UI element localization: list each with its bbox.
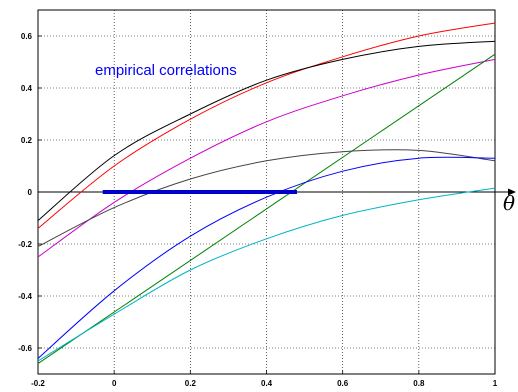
series-line-cyan	[37, 187, 496, 362]
series-line-green	[37, 53, 496, 365]
x-tick-label: 0	[112, 379, 117, 388]
y-tick-label: -0.6	[18, 344, 32, 353]
series-line-black	[37, 40, 496, 221]
x-tick-label: 0.8	[413, 379, 425, 388]
y-tick-label: 0	[28, 188, 33, 197]
x-tick-label: -0.2	[31, 379, 45, 388]
x-tick-label: 0.4	[261, 379, 273, 388]
x-axis-label: θ	[503, 191, 515, 215]
series-line-gray	[37, 149, 496, 248]
tick-labels: -0.2 0 0.2 0.4 0.6 0.8 1 -0.6 -0.4 -0.2 0 0.2 0.4 0.6	[18, 32, 498, 388]
series-line-blue	[37, 156, 496, 359]
y-tick-label: -0.2	[18, 240, 32, 249]
y-tick-label: 0.2	[21, 136, 33, 145]
axis-arrow-icon	[508, 188, 516, 196]
x-tick-label: 1	[493, 379, 498, 388]
annotation-text: empirical correlations	[95, 62, 237, 79]
y-tick-label: 0.6	[21, 32, 33, 41]
y-tick-label: -0.4	[18, 292, 32, 301]
series-line-magenta	[37, 58, 496, 258]
y-tick-label: 0.4	[21, 84, 33, 93]
series-line-red	[37, 22, 496, 229]
x-tick-label: 0.2	[185, 379, 197, 388]
x-tick-label: 0.6	[337, 379, 349, 388]
series-group	[37, 22, 496, 365]
